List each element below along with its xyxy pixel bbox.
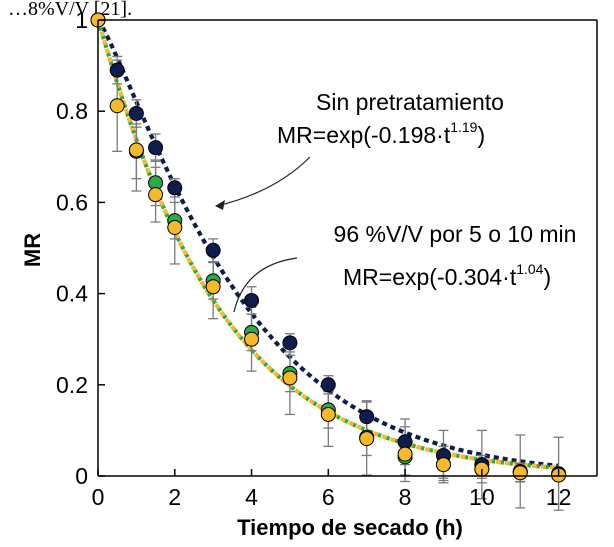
y-tick-label: 1 xyxy=(75,7,88,33)
x-tick-label: 8 xyxy=(399,484,412,510)
x-tick-label: 0 xyxy=(92,484,105,510)
y-tick-label: 0.8 xyxy=(56,98,88,124)
data-point-series-0 xyxy=(205,242,221,258)
page-text-fragment: …8%V/V [21]. xyxy=(8,0,132,20)
x-tick-label: 4 xyxy=(245,484,258,510)
data-point-series-2 xyxy=(205,279,221,295)
annotation-label-sin-pretratamiento: Sin pretratamiento xyxy=(316,89,504,115)
data-point-series-2 xyxy=(128,142,144,158)
data-point-series-0 xyxy=(282,335,298,351)
data-point-series-2 xyxy=(397,446,413,462)
data-point-series-2 xyxy=(167,219,183,235)
annotation-arrow-head-sin-pretratamiento xyxy=(215,200,225,210)
data-point-series-2 xyxy=(435,457,451,473)
data-point-series-0 xyxy=(320,377,336,393)
x-tick-label: 2 xyxy=(168,484,181,510)
x-tick-label: 10 xyxy=(469,484,495,510)
annotation-formula-96vv: MR=exp(-0.304·t1.04) xyxy=(343,261,551,290)
annotation-formula-sin-pretratamiento: MR=exp(-0.198·t1.19) xyxy=(277,119,485,148)
annotation-arrow-sin-pretratamiento xyxy=(216,156,311,207)
data-point-series-0 xyxy=(244,292,260,308)
data-point-series-2 xyxy=(359,431,375,447)
x-tick-label: 6 xyxy=(322,484,335,510)
annotation-label-96vv: 96 %V/V por 5 o 10 min xyxy=(334,221,577,247)
y-tick-label: 0.4 xyxy=(56,281,88,307)
y-tick-label: 0.6 xyxy=(56,189,88,215)
data-point-series-0 xyxy=(167,180,183,196)
annotation-arrow-96vv xyxy=(233,257,298,313)
data-point-series-2 xyxy=(512,465,528,481)
data-point-series-2 xyxy=(109,98,125,114)
axis-ticks: 0 2 4 6 8 10 12 0 0.2 0.4 0.6 0.8 1 xyxy=(56,7,571,510)
data-point-series-2 xyxy=(320,406,336,422)
x-tick-label: 12 xyxy=(546,484,572,510)
data-point-series-0 xyxy=(128,105,144,121)
data-point-series-0 xyxy=(109,62,125,78)
data-point-series-2 xyxy=(282,370,298,386)
x-axis-title: Tiempo de secado (h) xyxy=(237,515,463,540)
y-axis-title: MR xyxy=(20,233,45,267)
data-markers xyxy=(90,12,567,483)
data-point-series-0 xyxy=(148,140,164,156)
data-point-series-2 xyxy=(148,187,164,203)
y-tick-label: 0.2 xyxy=(56,372,88,398)
data-point-series-0 xyxy=(359,409,375,425)
data-point-series-2 xyxy=(244,331,260,347)
y-tick-label: 0 xyxy=(75,463,88,489)
